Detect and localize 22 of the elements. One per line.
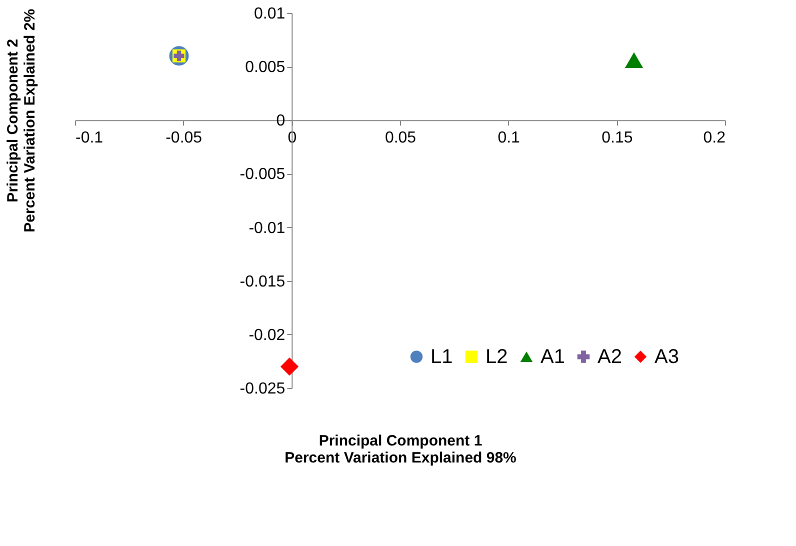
x-tick-label: -0.1 (76, 130, 104, 147)
y-tick-label: -0.02 (248, 326, 286, 344)
legend-label: L1 (430, 346, 453, 368)
legend-label: A3 (654, 346, 679, 368)
y-tick-label: -0.01 (248, 220, 286, 237)
x-tick-label: 0 (288, 130, 297, 147)
x-tick-label: -0.05 (166, 130, 202, 147)
x-tick-label: 0.15 (602, 130, 633, 147)
x-tick-label: 0.1 (498, 130, 520, 147)
x-axis-title: Principal Component 1 Percent Variation Explained 98% (284, 432, 516, 466)
legend-label: A1 (540, 346, 565, 368)
y-tick-label: -0.015 (240, 273, 286, 290)
y-tick-label: -0.025 (240, 380, 286, 398)
y-tick-label: 0.005 (245, 59, 286, 76)
y-tick-label: 0.01 (254, 6, 286, 22)
legend-label: A2 (598, 346, 622, 368)
y-tick-label: 0 (276, 112, 286, 130)
x-tick-label: 0.2 (703, 130, 726, 147)
x-tick-label: 0.05 (384, 130, 416, 147)
y-tick-label: -0.005 (240, 166, 286, 184)
legend-label: L2 (486, 346, 508, 368)
y-axis-title: Principal Component 2 Percent Variation Explained 2% (4, 8, 38, 232)
